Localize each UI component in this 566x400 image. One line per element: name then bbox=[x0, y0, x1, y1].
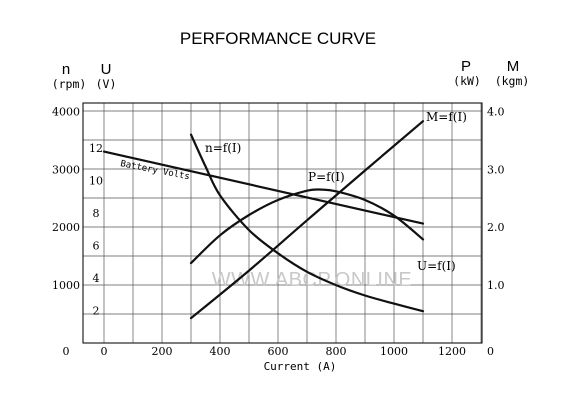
x-axis-label: Current (A) bbox=[264, 360, 337, 373]
right-axis-tick-label: 1.0 bbox=[487, 279, 505, 292]
origin-left-label: 0 bbox=[63, 345, 70, 358]
u-axis-symbol: U bbox=[101, 61, 112, 78]
x-axis-tick-label: 0 bbox=[101, 345, 108, 358]
x-axis-tick-label: 1200 bbox=[438, 345, 466, 358]
x-axis-tick-label: 600 bbox=[268, 345, 289, 358]
watermark-text: WWW.ABCP.ONLINE bbox=[212, 269, 413, 291]
x-axis-tick-label: 400 bbox=[210, 345, 231, 358]
u-axis-tick-label: 6 bbox=[93, 240, 100, 253]
n-axis-tick-label: 2000 bbox=[52, 221, 80, 234]
x-axis-tick-label: 1000 bbox=[380, 345, 408, 358]
u-curve-label: U=f(I) bbox=[417, 259, 456, 273]
right-axis-tick-label: 3.0 bbox=[487, 163, 505, 176]
x-axis-tick-label: 200 bbox=[152, 345, 173, 358]
n-axis-tick-label: 1000 bbox=[52, 279, 80, 292]
n-curve-label: n=f(I) bbox=[205, 141, 241, 155]
u-axis-unit: (V) bbox=[96, 77, 117, 91]
p-curve bbox=[189, 188, 425, 265]
curve-series bbox=[102, 120, 425, 320]
plot-border bbox=[82, 102, 483, 344]
u-axis-tick-label: 8 bbox=[93, 207, 100, 220]
n-axis-unit: (rpm) bbox=[52, 77, 87, 91]
u-axis-tick-label: 2 bbox=[93, 305, 100, 318]
p-curve-label: P=f(I) bbox=[308, 170, 345, 184]
m-curve bbox=[189, 120, 425, 320]
curve-labels: n=f(I)P=f(I)M=f(I)U=f(I)Battery Volts bbox=[119, 110, 466, 273]
plot-frame bbox=[82, 102, 483, 344]
n-curve bbox=[189, 133, 425, 313]
right-axis-tick-label: 2.0 bbox=[487, 221, 505, 234]
u-axis-tick-label: 12 bbox=[89, 142, 103, 155]
chart-title: PERFORMANCE CURVE bbox=[180, 29, 376, 48]
u-axis-tick-label: 10 bbox=[89, 175, 103, 188]
x-axis-tick-label: 800 bbox=[326, 345, 347, 358]
u-axis-tick-label: 4 bbox=[93, 272, 100, 285]
p-axis-unit: (kW) bbox=[453, 74, 481, 88]
u-curve bbox=[102, 150, 425, 225]
watermark: WWW.ABCP.ONLINE bbox=[212, 269, 413, 291]
right-axis-tick-label: 4.0 bbox=[487, 105, 505, 118]
p-axis-symbol: P bbox=[461, 58, 471, 75]
origin-right-label: 0 bbox=[487, 345, 494, 358]
n-axis-symbol: n bbox=[62, 61, 70, 78]
n-axis-tick-label: 3000 bbox=[52, 163, 80, 176]
u-axis-ticks: 2 4 6 8 10 12 bbox=[89, 142, 103, 318]
x-axis-ticks: 0 200 400 600 800 1000 1200 bbox=[101, 345, 467, 358]
right-axis-ticks: 1.0 2.0 3.0 4.0 0 bbox=[487, 105, 505, 358]
m-axis-symbol: M bbox=[507, 58, 520, 75]
m-curve-label: M=f(I) bbox=[426, 110, 467, 124]
n-axis-tick-label: 4000 bbox=[52, 105, 80, 118]
n-axis-ticks: 1000 2000 3000 4000 0 bbox=[52, 105, 80, 358]
m-axis-unit: (kgm) bbox=[495, 74, 530, 88]
